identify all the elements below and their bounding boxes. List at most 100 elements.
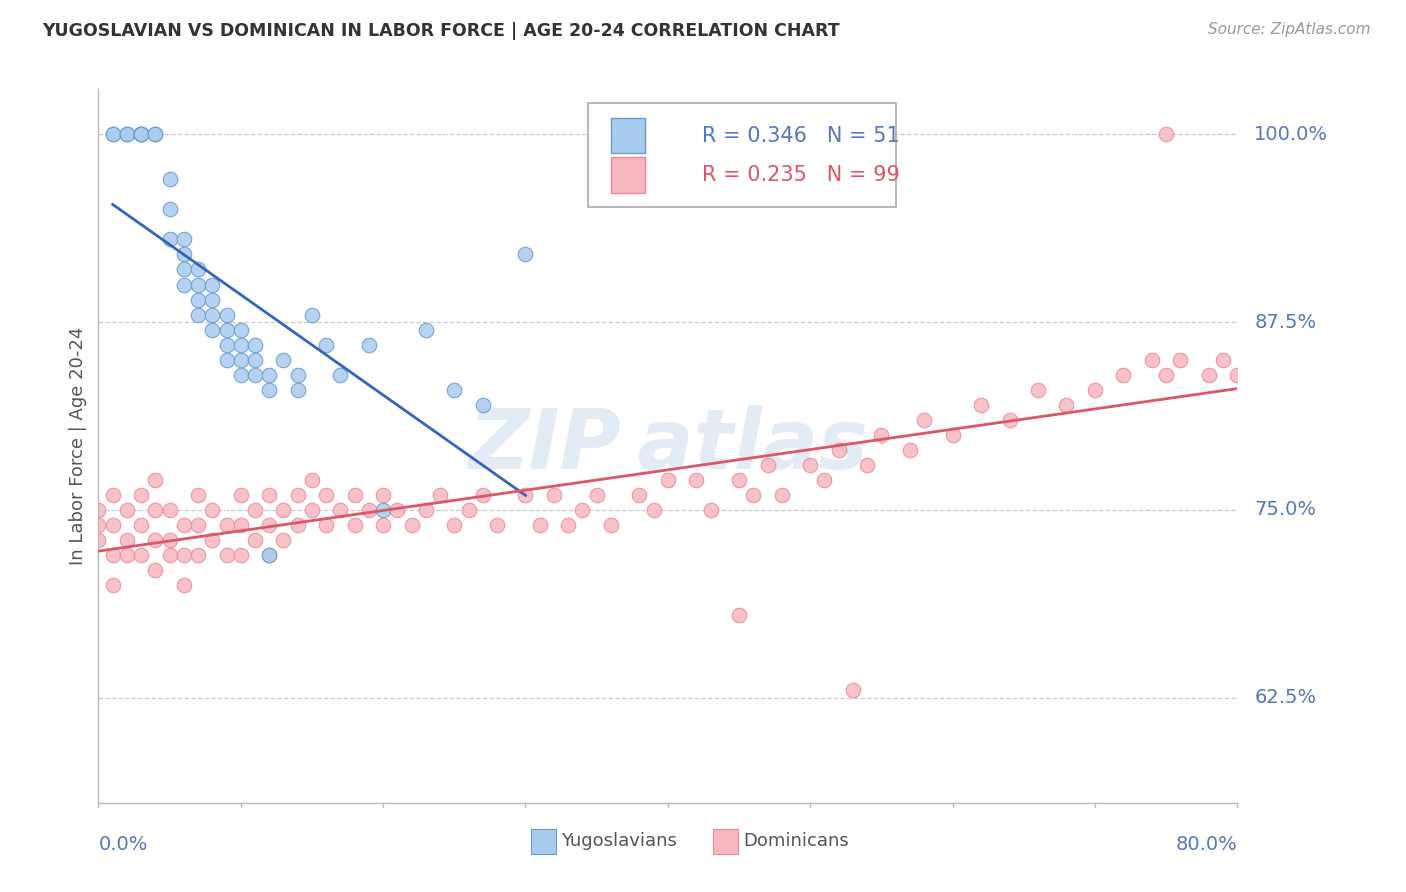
Point: [215, 352, 238, 367]
Point: [129, 128, 152, 142]
Point: [215, 308, 238, 322]
Point: [173, 247, 195, 261]
Point: [600, 517, 623, 532]
Point: [101, 548, 124, 562]
Point: [1226, 368, 1249, 382]
Text: YUGOSLAVIAN VS DOMINICAN IN LABOR FORCE | AGE 20-24 CORRELATION CHART: YUGOSLAVIAN VS DOMINICAN IN LABOR FORCE …: [42, 22, 839, 40]
Point: [471, 398, 494, 412]
Point: [229, 322, 252, 336]
Text: R = 0.235   N = 99: R = 0.235 N = 99: [702, 165, 900, 185]
Point: [87, 503, 110, 517]
Point: [187, 488, 209, 502]
Point: [657, 473, 679, 487]
Text: 87.5%: 87.5%: [1254, 312, 1316, 332]
Point: [129, 128, 152, 142]
Point: [273, 533, 295, 547]
Point: [315, 517, 337, 532]
Point: [273, 503, 295, 517]
Point: [343, 517, 366, 532]
Point: [145, 128, 167, 142]
Point: [571, 503, 593, 517]
Point: [129, 517, 152, 532]
Point: [870, 427, 893, 442]
FancyBboxPatch shape: [612, 118, 645, 153]
Point: [557, 517, 579, 532]
Point: [187, 262, 209, 277]
Point: [259, 517, 281, 532]
Point: [215, 322, 238, 336]
Point: [101, 128, 124, 142]
Point: [942, 427, 965, 442]
Point: [828, 442, 851, 457]
Point: [187, 517, 209, 532]
Point: [471, 488, 494, 502]
Point: [643, 503, 665, 517]
Point: [1140, 352, 1163, 367]
Point: [329, 503, 352, 517]
Point: [259, 548, 281, 562]
Point: [315, 488, 337, 502]
Point: [187, 293, 209, 307]
Point: [115, 128, 138, 142]
Point: [229, 548, 252, 562]
Point: [215, 517, 238, 532]
Point: [429, 488, 451, 502]
Text: 100.0%: 100.0%: [1254, 125, 1329, 144]
Point: [173, 262, 195, 277]
Point: [357, 337, 380, 351]
Point: [243, 368, 266, 382]
Point: [301, 308, 323, 322]
Point: [515, 247, 537, 261]
Point: [187, 277, 209, 292]
Point: [201, 503, 224, 517]
Point: [243, 337, 266, 351]
Point: [115, 533, 138, 547]
Point: [329, 368, 352, 382]
Point: [145, 563, 167, 577]
Point: [215, 548, 238, 562]
Point: [229, 368, 252, 382]
Point: [259, 548, 281, 562]
Point: [301, 473, 323, 487]
Text: Source: ZipAtlas.com: Source: ZipAtlas.com: [1208, 22, 1371, 37]
Point: [1056, 398, 1078, 412]
Point: [101, 488, 124, 502]
Point: [145, 473, 167, 487]
Text: Dominicans: Dominicans: [742, 832, 849, 850]
Point: [813, 473, 835, 487]
Point: [998, 413, 1021, 427]
Point: [259, 488, 281, 502]
Point: [912, 413, 935, 427]
Point: [115, 128, 138, 142]
Point: [159, 232, 181, 246]
Point: [373, 517, 395, 532]
Point: [129, 488, 152, 502]
Point: [173, 517, 195, 532]
Point: [87, 533, 110, 547]
Point: [229, 352, 252, 367]
Point: [387, 503, 409, 517]
Point: [685, 473, 707, 487]
Point: [543, 488, 565, 502]
Point: [443, 383, 465, 397]
Text: 0.0%: 0.0%: [98, 835, 148, 854]
Point: [259, 368, 281, 382]
Point: [187, 548, 209, 562]
Point: [173, 277, 195, 292]
Point: [756, 458, 779, 472]
Y-axis label: In Labor Force | Age 20-24: In Labor Force | Age 20-24: [69, 326, 87, 566]
Point: [515, 488, 537, 502]
Point: [229, 517, 252, 532]
Point: [159, 172, 181, 186]
Point: [970, 398, 993, 412]
Point: [101, 578, 124, 592]
Text: 80.0%: 80.0%: [1175, 835, 1237, 854]
Text: ZIP atlas: ZIP atlas: [468, 406, 868, 486]
Point: [201, 293, 224, 307]
Point: [415, 503, 437, 517]
Point: [742, 488, 765, 502]
Point: [101, 517, 124, 532]
Point: [373, 488, 395, 502]
Point: [145, 503, 167, 517]
Point: [415, 322, 437, 336]
